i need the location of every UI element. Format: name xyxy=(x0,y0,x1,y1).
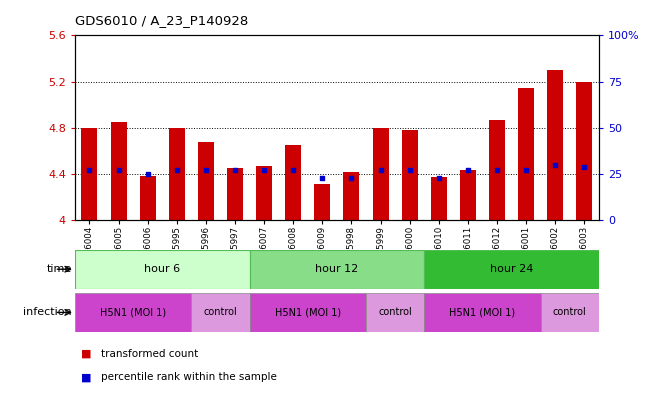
Bar xyxy=(424,250,599,289)
Point xyxy=(404,167,415,173)
Bar xyxy=(249,250,424,289)
Text: hour 24: hour 24 xyxy=(490,264,533,274)
Point xyxy=(143,171,153,177)
Point xyxy=(521,167,531,173)
Text: H5N1 (MOI 1): H5N1 (MOI 1) xyxy=(100,307,166,318)
Point xyxy=(579,163,590,170)
Point xyxy=(434,174,444,181)
Bar xyxy=(198,141,214,220)
Bar xyxy=(576,82,592,220)
Bar xyxy=(285,145,301,220)
Bar xyxy=(75,250,249,289)
Point xyxy=(550,162,561,168)
Text: hour 6: hour 6 xyxy=(144,264,180,274)
Bar xyxy=(191,293,249,332)
Point xyxy=(288,167,298,173)
Point xyxy=(376,167,386,173)
Point xyxy=(346,174,357,181)
Bar xyxy=(372,128,389,220)
Point xyxy=(172,167,182,173)
Bar xyxy=(111,122,126,220)
Bar xyxy=(227,168,243,220)
Bar xyxy=(256,166,272,220)
Bar xyxy=(81,128,98,220)
Bar xyxy=(489,119,505,220)
Text: H5N1 (MOI 1): H5N1 (MOI 1) xyxy=(449,307,516,318)
Text: GDS6010 / A_23_P140928: GDS6010 / A_23_P140928 xyxy=(75,15,248,28)
Text: percentile rank within the sample: percentile rank within the sample xyxy=(101,372,277,382)
Text: hour 12: hour 12 xyxy=(315,264,359,274)
Text: infection: infection xyxy=(23,307,72,318)
Point xyxy=(230,167,240,173)
Text: time: time xyxy=(46,264,72,274)
Point xyxy=(492,167,502,173)
Bar xyxy=(249,293,366,332)
Text: H5N1 (MOI 1): H5N1 (MOI 1) xyxy=(275,307,341,318)
Text: ■: ■ xyxy=(81,372,92,382)
Text: ■: ■ xyxy=(81,349,92,359)
Bar xyxy=(314,184,330,220)
Bar xyxy=(344,172,359,220)
Bar xyxy=(460,171,476,220)
Text: transformed count: transformed count xyxy=(101,349,198,359)
Text: control: control xyxy=(378,307,412,318)
Bar xyxy=(169,128,185,220)
Point xyxy=(113,167,124,173)
Bar xyxy=(431,177,447,220)
Bar xyxy=(366,293,424,332)
Bar xyxy=(402,130,418,220)
Bar xyxy=(541,293,599,332)
Text: control: control xyxy=(553,307,587,318)
Bar xyxy=(518,88,534,220)
Point xyxy=(317,174,327,181)
Point xyxy=(84,167,94,173)
Text: control: control xyxy=(204,307,238,318)
Bar xyxy=(424,293,541,332)
Point xyxy=(201,167,211,173)
Point xyxy=(259,167,270,173)
Bar xyxy=(140,176,156,220)
Bar xyxy=(75,293,191,332)
Bar xyxy=(547,70,563,220)
Point xyxy=(463,167,473,173)
